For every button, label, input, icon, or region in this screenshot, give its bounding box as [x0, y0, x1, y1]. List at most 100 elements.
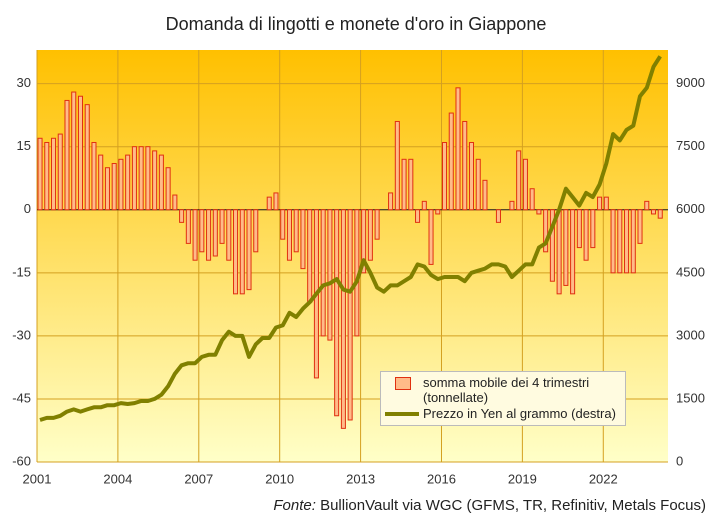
bar [347, 209, 353, 421]
y2-tick-label: 3000 [676, 327, 705, 342]
bar [199, 209, 205, 253]
bar [455, 87, 461, 211]
x-tick-label: 2019 [508, 471, 537, 486]
bar [563, 209, 569, 286]
y2-tick-label: 9000 [676, 75, 705, 90]
bar [50, 137, 57, 211]
bar [441, 141, 448, 211]
bar [145, 146, 151, 211]
bar [576, 209, 582, 249]
x-tick-label: 2013 [346, 471, 375, 486]
bar [529, 188, 535, 211]
legend-item: somma mobile dei 4 trimestri (tonnellate… [385, 375, 621, 405]
y-tick-label: -60 [12, 453, 31, 468]
bar [286, 209, 292, 261]
bar [118, 158, 124, 211]
bar [212, 209, 218, 257]
y-tick-label: -45 [12, 390, 31, 405]
legend-swatch [385, 375, 419, 391]
bar [624, 209, 630, 274]
bar [320, 209, 326, 337]
bar [590, 209, 596, 249]
bar [57, 133, 63, 211]
bar [219, 209, 225, 244]
bar [327, 209, 333, 341]
bar [543, 209, 549, 253]
y-tick-label: -15 [12, 264, 31, 279]
x-tick-label: 2007 [184, 471, 213, 486]
bar [421, 200, 427, 211]
bar [374, 209, 380, 240]
legend: somma mobile dei 4 trimestri (tonnellate… [380, 371, 626, 426]
bar [597, 196, 603, 211]
bar [233, 209, 239, 295]
y2-tick-label: 7500 [676, 138, 705, 153]
y-tick-label: -30 [12, 327, 31, 342]
bar [266, 196, 272, 211]
bar [111, 163, 117, 211]
bar [64, 99, 70, 211]
bar [448, 112, 454, 211]
source-label: Fonte: [273, 497, 316, 514]
bar [603, 196, 609, 211]
bar [367, 209, 373, 261]
x-tick-label: 2022 [589, 471, 618, 486]
x-tick-label: 2001 [23, 471, 52, 486]
bar [408, 158, 414, 211]
x-tick-label: 2016 [427, 471, 456, 486]
y2-tick-label: 1500 [676, 390, 705, 405]
bar [334, 209, 340, 417]
legend-label: Prezzo in Yen al grammo (destra) [423, 406, 616, 421]
bar [192, 209, 198, 261]
bar [570, 209, 576, 295]
bar [401, 158, 407, 211]
bar [158, 154, 164, 211]
bar [556, 209, 562, 295]
bar [71, 91, 77, 211]
bar [165, 167, 171, 211]
chart-title: Domanda di lingotti e monete d'oro in Gi… [166, 14, 547, 34]
bar [125, 154, 131, 211]
bar [37, 137, 43, 211]
price-line [39, 55, 662, 422]
bar [246, 209, 252, 291]
bar [650, 209, 657, 215]
bar [253, 209, 259, 253]
bar [172, 194, 178, 211]
y2-tick-label: 4500 [676, 264, 705, 279]
bar [361, 209, 367, 274]
bar [77, 95, 84, 211]
x-tick-label: 2004 [103, 471, 132, 486]
bar [340, 209, 346, 429]
legend-label: somma mobile dei 4 trimestri (tonnellate… [423, 375, 590, 405]
bar [468, 141, 475, 211]
bar [300, 209, 306, 270]
bar [536, 209, 542, 215]
y-tick-label: 15 [17, 138, 31, 153]
bar [644, 200, 650, 211]
bar [104, 167, 110, 211]
bar [307, 209, 313, 303]
bar [583, 209, 589, 261]
bar [293, 209, 299, 253]
bar [179, 209, 185, 223]
bar [131, 146, 137, 211]
bar [617, 209, 623, 274]
bar [138, 146, 144, 211]
bar [206, 209, 212, 261]
y-tick-label: 0 [24, 201, 31, 216]
bar [98, 154, 104, 211]
bar [509, 200, 515, 211]
legend-item: Prezzo in Yen al grammo (destra) [385, 406, 621, 422]
y2-tick-label: 6000 [676, 201, 705, 216]
bar [239, 209, 245, 295]
legend-swatch [385, 406, 419, 422]
bar [637, 209, 643, 244]
source-text: BullionVault via WGC (GFMS, TR, Refiniti… [320, 497, 706, 514]
source: Fonte: BullionVault via WGC (GFMS, TR, R… [273, 497, 706, 514]
bar [388, 192, 394, 211]
bar [152, 150, 158, 211]
bar [273, 192, 279, 211]
